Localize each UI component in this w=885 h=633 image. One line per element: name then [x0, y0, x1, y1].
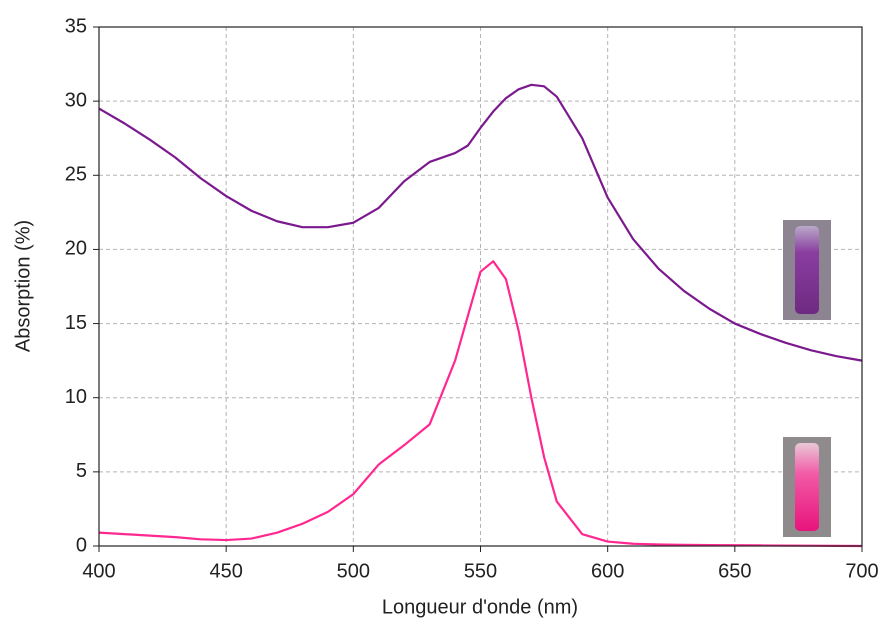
vial-purple: [783, 220, 831, 320]
y-tick-label: 10: [65, 386, 87, 408]
y-tick-label: 30: [65, 89, 87, 111]
y-axis-label: Absorption (%): [12, 220, 34, 352]
y-tick-label: 15: [65, 312, 87, 334]
data-line: [98, 260, 863, 548]
x-tick-label: 700: [845, 560, 878, 582]
data-line: [98, 83, 863, 362]
y-tick-label: 35: [65, 15, 87, 37]
x-tick-label: 650: [718, 560, 751, 582]
y-tick-label: 20: [65, 238, 87, 260]
grid: [98, 26, 863, 547]
x-axis-label: Longueur d'onde (nm): [382, 596, 578, 618]
y-tick-label: 5: [76, 460, 87, 482]
x-tick-label: 450: [209, 560, 242, 582]
x-tick-label: 600: [591, 560, 624, 582]
x-tick-label: 550: [464, 560, 497, 582]
lines: [98, 83, 863, 548]
vial-pink: [783, 437, 831, 537]
y-tick-label: 0: [76, 534, 87, 556]
x-tick-label: 400: [82, 560, 115, 582]
x-tick-label: 500: [337, 560, 370, 582]
y-tick-label: 25: [65, 164, 87, 186]
